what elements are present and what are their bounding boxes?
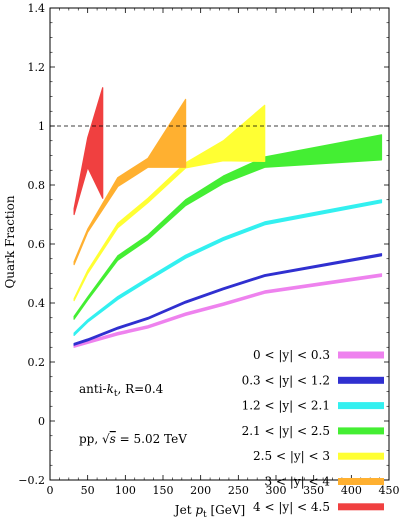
x-tick-label: 250 (228, 484, 249, 497)
y-tick-label: 0.2 (28, 356, 46, 369)
x-tick-label: 100 (115, 484, 136, 497)
legend-item: 2.5 < |y| < 3 (253, 449, 384, 463)
y-tick-label: 0.4 (28, 297, 46, 310)
series-band-0 (73, 273, 383, 348)
y-tick-label: 0.8 (28, 179, 46, 192)
y-tick-label: 0.6 (28, 238, 46, 251)
legend-swatch (338, 402, 384, 410)
legend-label: 3 < |y| < 4 (264, 475, 330, 489)
legend-label: 4 < |y| < 4.5 (253, 500, 330, 514)
legend-label: 2.1 < |y| < 2.5 (242, 424, 330, 438)
legend-item: 2.1 < |y| < 2.5 (242, 424, 384, 438)
series-band-4 (73, 104, 266, 302)
legend-label: 0 < |y| < 0.3 (253, 348, 330, 362)
x-tick-label: 350 (303, 484, 324, 497)
legend-item: 1.2 < |y| < 2.1 (242, 399, 384, 413)
y-tick-label: 0 (38, 415, 45, 428)
x-tick-label: 450 (379, 484, 400, 497)
legend-swatch (338, 376, 384, 384)
x-axis-label: Jet pt [GeV] (173, 503, 245, 520)
legend-swatch (338, 351, 384, 359)
x-axis-label-sub: t (203, 510, 207, 520)
legend-swatch (338, 478, 384, 485)
plot-frame (49, 7, 390, 481)
legend-swatch (338, 427, 384, 435)
series-band-3 (73, 134, 383, 320)
x-tick-label: 150 (153, 484, 174, 497)
y-axis-label: Quark Fraction (3, 195, 17, 288)
annotation-sys-var: s (110, 432, 116, 446)
legend-label: 1.2 < |y| < 2.1 (242, 399, 330, 413)
x-tick-label: 300 (266, 484, 287, 497)
legend-label: 2.5 < |y| < 3 (253, 449, 330, 463)
y-tick-label: 1 (38, 120, 45, 133)
annotation-algorithm: anti-kt, R=0.4 (79, 382, 164, 399)
ticks-layer: 0 50 100 150 200 250 300 350 400 450−0.200.20.40.… (18, 2, 399, 497)
legend-swatch (338, 452, 384, 460)
y-tick-label: 1.4 (28, 2, 46, 15)
x-axis-label-prefix: Jet (173, 503, 196, 517)
legend-item: 4 < |y| < 4.5 (253, 500, 384, 514)
annotation-sys-rest: = 5.02 TeV (116, 432, 187, 446)
legend-swatch (338, 503, 384, 511)
x-tick-label: 200 (190, 484, 211, 497)
legend-item: 3 < |y| < 4 (264, 475, 384, 489)
annotation-algo-rest: , R=0.4 (118, 382, 164, 396)
x-tick-label: 50 (81, 484, 95, 497)
legend-label: 0.3 < |y| < 1.2 (242, 373, 330, 387)
legend: 0 < |y| < 0.3 0.3 < |y| < 1.2 1.2 < |y| < … (242, 348, 384, 514)
annotation-sys-sqrt: √ (102, 432, 110, 446)
y-tick-label: −0.2 (18, 474, 45, 487)
annotation-algo-prefix: anti- (79, 382, 107, 396)
series-band-6 (73, 87, 104, 216)
x-axis-label-var: p (195, 503, 203, 517)
x-axis-label-unit: [GeV] (207, 503, 246, 517)
x-tick-label: 400 (341, 484, 362, 497)
y-tick-label: 1.2 (28, 61, 46, 74)
annotation-algo-sub: t (114, 389, 118, 399)
series-band-5 (73, 98, 187, 266)
series-band-1 (73, 253, 383, 346)
annotation-system: pp, √s = 5.02 TeV (79, 432, 187, 446)
legend-item: 0 < |y| < 0.3 (253, 348, 384, 362)
legend-item: 0.3 < |y| < 1.2 (242, 373, 384, 387)
annotation-sys-prefix: pp, (79, 432, 102, 446)
series-band-2 (73, 199, 383, 336)
bands-layer (73, 87, 383, 348)
x-tick-label: 0 (47, 484, 54, 497)
annotation-algo-var: k (107, 382, 114, 396)
